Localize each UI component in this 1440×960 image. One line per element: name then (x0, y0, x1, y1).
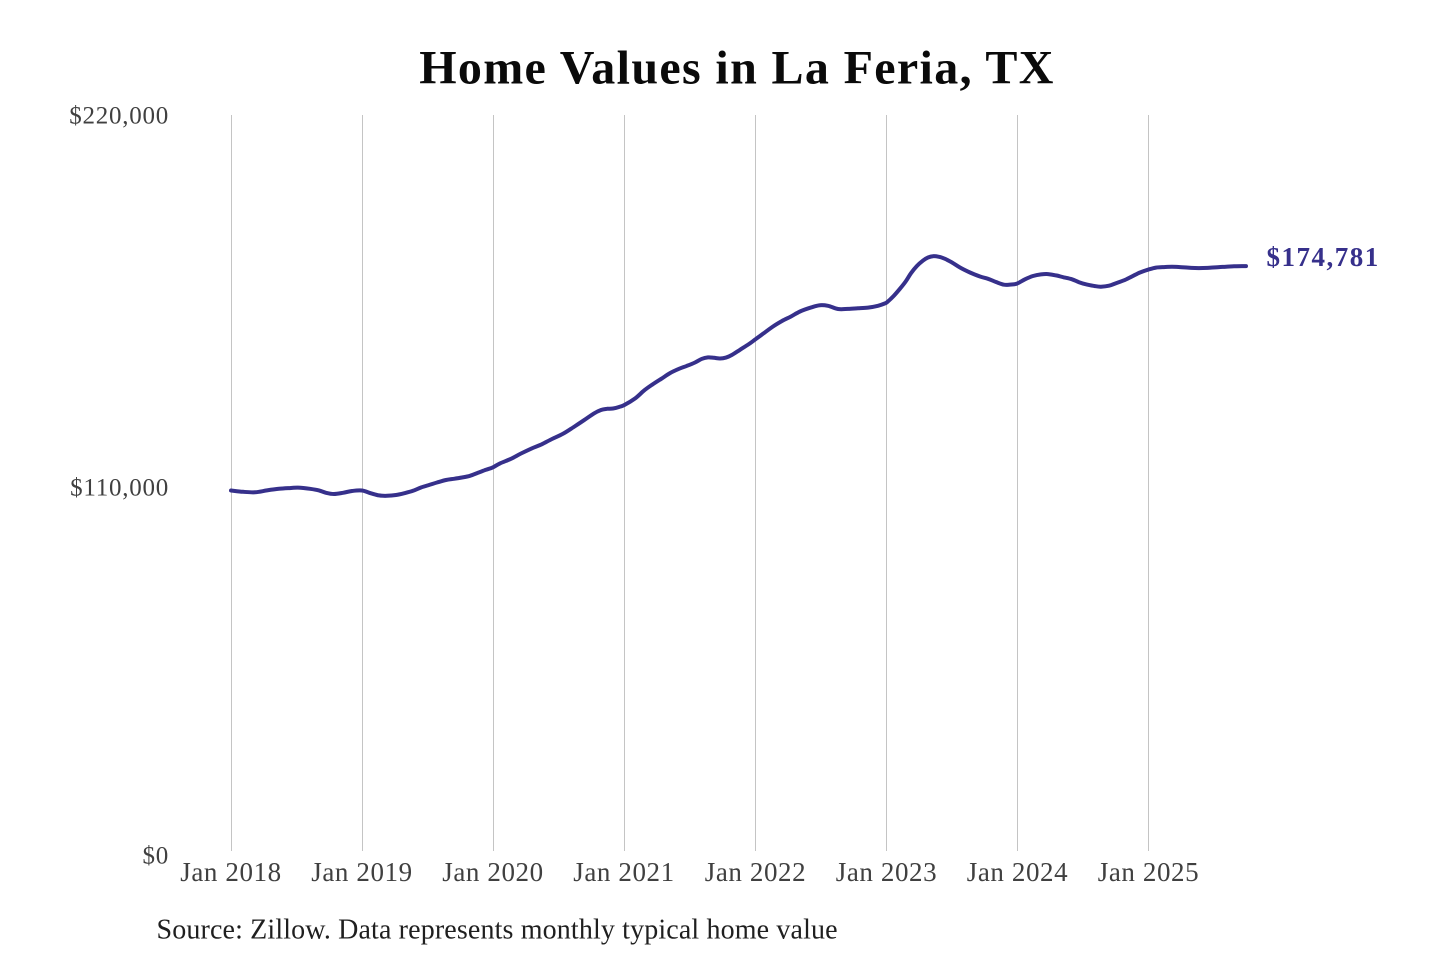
svg-text:Jan 2023: Jan 2023 (836, 857, 938, 887)
svg-text:Jan 2021: Jan 2021 (573, 857, 675, 887)
svg-text:$110,000: $110,000 (70, 475, 169, 502)
svg-text:Home Values in La Feria, TX: Home Values in La Feria, TX (419, 42, 1055, 95)
svg-text:Jan 2019: Jan 2019 (311, 857, 413, 887)
svg-text:Jan 2025: Jan 2025 (1098, 857, 1200, 887)
svg-text:Jan 2022: Jan 2022 (705, 857, 807, 887)
svg-text:$0: $0 (143, 843, 170, 870)
svg-text:$174,781: $174,781 (1267, 242, 1380, 272)
svg-text:Jan 2024: Jan 2024 (967, 857, 1069, 887)
svg-text:Jan 2020: Jan 2020 (442, 857, 544, 887)
svg-text:Source: Zillow. Data represent: Source: Zillow. Data represents monthly … (157, 915, 838, 946)
svg-text:$220,000: $220,000 (69, 103, 169, 130)
svg-text:Jan 2018: Jan 2018 (180, 857, 282, 887)
